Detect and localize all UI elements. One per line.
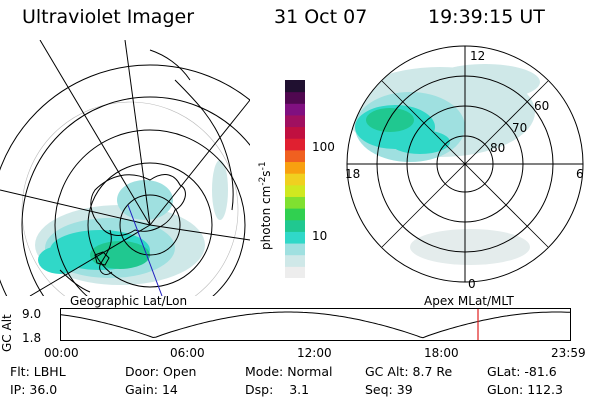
colorbar-step bbox=[285, 243, 305, 256]
status-glon: GLon: 112.3 bbox=[487, 382, 563, 397]
colorbar-step bbox=[285, 149, 305, 163]
colorbar-step bbox=[285, 219, 305, 232]
colorbar-step bbox=[285, 103, 305, 116]
earth-limb bbox=[21, 101, 239, 296]
status-seq: Seq: 39 bbox=[365, 382, 413, 397]
colorbar-step bbox=[285, 138, 305, 151]
date-label: 31 Oct 07 bbox=[274, 6, 368, 28]
colorbar-unit-label: photon cm-2s-1 bbox=[258, 161, 273, 250]
colorbar-step bbox=[285, 80, 305, 93]
status-ip: IP: 36.0 bbox=[10, 382, 58, 397]
colorbar-step bbox=[285, 173, 305, 186]
altitude-plot bbox=[60, 308, 571, 341]
x-tick-2359: 23:59 bbox=[551, 346, 586, 360]
colorbar-step bbox=[285, 254, 305, 267]
geographic-map bbox=[0, 40, 250, 296]
mlt-label-18: 18 bbox=[345, 167, 360, 181]
latitude-grid bbox=[0, 64, 250, 296]
colorbar-tick-100: 100 bbox=[312, 140, 335, 154]
alt-tick-top: 9.0 bbox=[22, 307, 42, 321]
longitude-grid bbox=[0, 40, 250, 296]
mlat-label-60: 60 bbox=[534, 99, 549, 113]
colorbar-tick-10: 10 bbox=[312, 229, 328, 243]
instrument-title: Ultraviolet Imager bbox=[22, 6, 195, 28]
geographic-caption: Geographic Lat/Lon bbox=[70, 294, 188, 308]
status-mode: Mode: Normal bbox=[245, 364, 333, 379]
colorbar-step bbox=[285, 184, 305, 197]
colorbar-step bbox=[285, 126, 305, 139]
altitude-axis-label: GC Alt bbox=[0, 314, 14, 352]
subsatellite-line bbox=[127, 204, 163, 296]
time-label: 19:39:15 UT bbox=[428, 6, 545, 28]
status-glat: GLat: -81.6 bbox=[487, 364, 557, 379]
magnetic-map: 12 18 6 0 60 70 80 bbox=[345, 45, 584, 291]
status-door: Door: Open bbox=[125, 364, 197, 379]
colorbar-step bbox=[285, 266, 305, 279]
colorbar-step bbox=[285, 208, 305, 221]
coastlines bbox=[59, 49, 234, 293]
colorbar-step bbox=[285, 161, 305, 174]
color-scale-bar bbox=[285, 80, 305, 279]
x-tick-1800: 18:00 bbox=[424, 346, 459, 360]
colorbar-step bbox=[285, 196, 305, 209]
colorbar-step bbox=[285, 114, 305, 128]
mlat-label-70: 70 bbox=[512, 121, 527, 135]
alt-tick-bottom: 1.8 bbox=[22, 331, 42, 345]
apex-caption: Apex MLat/MLT bbox=[424, 294, 514, 308]
altitude-curve bbox=[60, 311, 571, 339]
x-tick-0000: 00:00 bbox=[44, 346, 79, 360]
status-dsp: Dsp: 3.1 bbox=[245, 382, 310, 397]
status-gain: Gain: 14 bbox=[125, 382, 178, 397]
colorbar-step bbox=[285, 91, 305, 104]
status-gcalt: GC Alt: 8.7 Re bbox=[365, 364, 453, 379]
mlt-label-12: 12 bbox=[470, 49, 485, 63]
mlat-grid bbox=[346, 45, 584, 283]
colorbar-step bbox=[285, 231, 305, 244]
x-tick-0600: 06:00 bbox=[170, 346, 205, 360]
mlt-label-0: 0 bbox=[468, 277, 476, 291]
status-flt: Flt: LBHL bbox=[10, 364, 66, 379]
x-tick-1200: 12:00 bbox=[297, 346, 332, 360]
mlat-label-80: 80 bbox=[490, 141, 505, 155]
mlt-label-6: 6 bbox=[576, 167, 584, 181]
